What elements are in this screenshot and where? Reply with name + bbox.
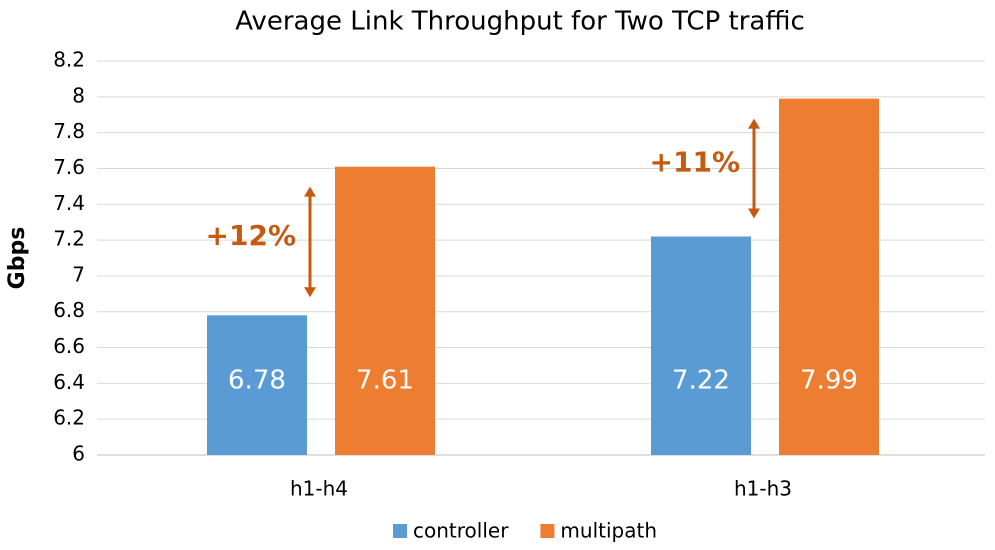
y-tick-label: 7.8 — [53, 119, 85, 143]
x-tick-label: h1-h3 — [734, 477, 792, 501]
y-tick-label: 6.8 — [53, 298, 85, 322]
legend-label: multipath — [560, 519, 657, 543]
y-tick-label: 6.4 — [53, 370, 85, 394]
data-label: 7.99 — [800, 366, 858, 396]
y-axis-label: Gbps — [5, 227, 30, 290]
bar — [207, 315, 307, 455]
annotation-arrowhead — [748, 118, 760, 129]
annotation-arrowhead — [748, 208, 760, 219]
annotation: +12% — [206, 219, 296, 252]
chart-title: Average Link Throughput for Two TCP traf… — [235, 7, 805, 37]
bar — [779, 98, 879, 455]
y-tick-label: 7.4 — [53, 191, 85, 215]
legend-label: controller — [413, 519, 509, 543]
data-label: 7.22 — [672, 366, 730, 396]
bar — [335, 166, 435, 455]
annotation: +11% — [650, 146, 740, 179]
y-tick-label: 6 — [72, 442, 85, 466]
y-tick-label: 6.6 — [53, 334, 85, 358]
legend-swatch — [393, 524, 407, 538]
y-tick-label: 8.2 — [53, 48, 85, 72]
data-label: 6.78 — [228, 366, 286, 396]
data-label: 7.61 — [356, 366, 414, 396]
y-tick-label: 7 — [72, 262, 85, 286]
bar — [651, 236, 751, 455]
annotation-arrowhead — [304, 186, 316, 197]
y-tick-label: 7.6 — [53, 155, 85, 179]
annotation-arrowhead — [304, 287, 316, 298]
y-tick-label: 7.2 — [53, 227, 85, 251]
y-tick-label: 8 — [72, 83, 85, 107]
legend-swatch — [540, 524, 555, 538]
x-tick-label: h1-h4 — [290, 477, 348, 501]
y-tick-label: 6.2 — [53, 406, 85, 430]
